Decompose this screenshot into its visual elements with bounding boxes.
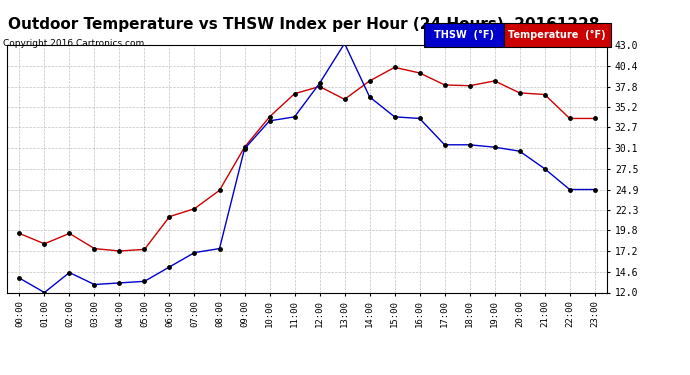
Text: Temperature  (°F): Temperature (°F) xyxy=(509,30,606,40)
Text: THSW  (°F): THSW (°F) xyxy=(434,30,494,40)
Text: Copyright 2016 Cartronics.com: Copyright 2016 Cartronics.com xyxy=(3,39,145,48)
Text: Outdoor Temperature vs THSW Index per Hour (24 Hours)  20161228: Outdoor Temperature vs THSW Index per Ho… xyxy=(8,17,600,32)
